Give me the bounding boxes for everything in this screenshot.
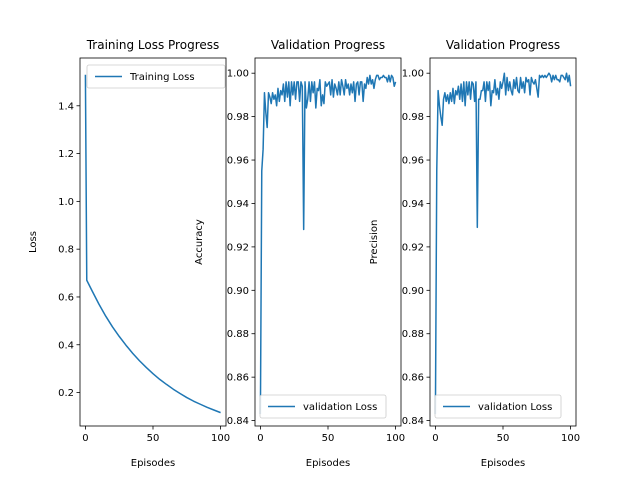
legend-label: validation Loss xyxy=(478,402,552,413)
y-axis-label: Precision xyxy=(369,220,380,265)
chart-title: Training Loss Progress xyxy=(86,38,220,52)
y-tick-label: 0.94 xyxy=(227,199,249,210)
y-tick-label: 0.90 xyxy=(402,286,424,297)
series-line-1 xyxy=(84,74,221,414)
y-tick-label: 1.2 xyxy=(58,149,74,160)
y-tick-label: 0.88 xyxy=(402,329,424,340)
y-axis-label: Accuracy xyxy=(194,219,205,265)
y-tick-label: 1.4 xyxy=(58,101,74,112)
x-tick-label: 0 xyxy=(432,433,438,444)
y-tick-label: 1.00 xyxy=(402,69,424,80)
series-line-1 xyxy=(434,72,572,415)
y-tick-label: 0.96 xyxy=(402,156,424,167)
y-tick-label: 1.0 xyxy=(58,197,74,208)
y-tick-label: 0.84 xyxy=(227,416,249,427)
series-line-1 xyxy=(259,74,397,415)
y-tick-label: 0.88 xyxy=(227,329,249,340)
y-tick-label: 0.8 xyxy=(58,245,74,256)
y-tick-label: 0.2 xyxy=(58,388,74,399)
subplots: 0 50 100 0.2 0.4 0.6 0.8 1.0 1.2 1.4 Training Loss… xyxy=(28,38,580,469)
x-axis-label: Episodes xyxy=(131,458,175,469)
y-tick-label: 0.96 xyxy=(227,156,249,167)
subplot-3: 0 50 100 0.84 0.86 0.88 0.90 0.92 0.94 0.96 0.98 1.… xyxy=(369,38,580,469)
x-axis-label: Episodes xyxy=(306,458,350,469)
y-tick-label: 0.92 xyxy=(402,242,424,253)
y-tick-label: 0.6 xyxy=(58,292,74,303)
legend: validation Loss xyxy=(259,394,387,419)
y-tick-label: 0.84 xyxy=(402,416,424,427)
legend-box xyxy=(86,64,226,89)
y-tick-label: 1.00 xyxy=(227,69,249,80)
x-tick-label: 100 xyxy=(211,433,230,444)
legend-label: validation Loss xyxy=(303,402,377,413)
x-tick-label: 0 xyxy=(257,433,263,444)
x-tick-label: 50 xyxy=(497,433,510,444)
y-tick-label: 0.92 xyxy=(227,242,249,253)
subplot-1: 0 50 100 0.2 0.4 0.6 0.8 1.0 1.2 1.4 Training Loss… xyxy=(28,38,230,469)
x-tick-label: 0 xyxy=(82,433,88,444)
x-tick-label: 100 xyxy=(561,433,580,444)
legend: Training Loss xyxy=(86,64,226,89)
chart-title: Validation Progress xyxy=(271,38,385,52)
x-axis-label: Episodes xyxy=(481,458,525,469)
y-tick-label: 0.98 xyxy=(402,112,424,123)
legend-box xyxy=(259,394,387,419)
y-tick-label: 0.94 xyxy=(402,199,424,210)
legend-label: Training Loss xyxy=(129,72,195,83)
x-tick-label: 50 xyxy=(147,433,160,444)
y-tick-label: 0.86 xyxy=(227,373,249,384)
x-tick-label: 100 xyxy=(386,433,405,444)
subplot-2: 0 50 100 0.84 0.86 0.88 0.90 0.92 0.94 0.96 0.98 1.… xyxy=(194,38,405,469)
chart-title: Validation Progress xyxy=(446,38,560,52)
legend-box xyxy=(434,394,562,419)
y-tick-label: 0.98 xyxy=(227,112,249,123)
x-tick-label: 50 xyxy=(322,433,335,444)
y-tick-label: 0.90 xyxy=(227,286,249,297)
y-tick-label: 0.4 xyxy=(58,340,74,351)
legend: validation Loss xyxy=(434,394,562,419)
y-tick-label: 0.86 xyxy=(402,373,424,384)
y-axis-label: Loss xyxy=(28,231,39,253)
